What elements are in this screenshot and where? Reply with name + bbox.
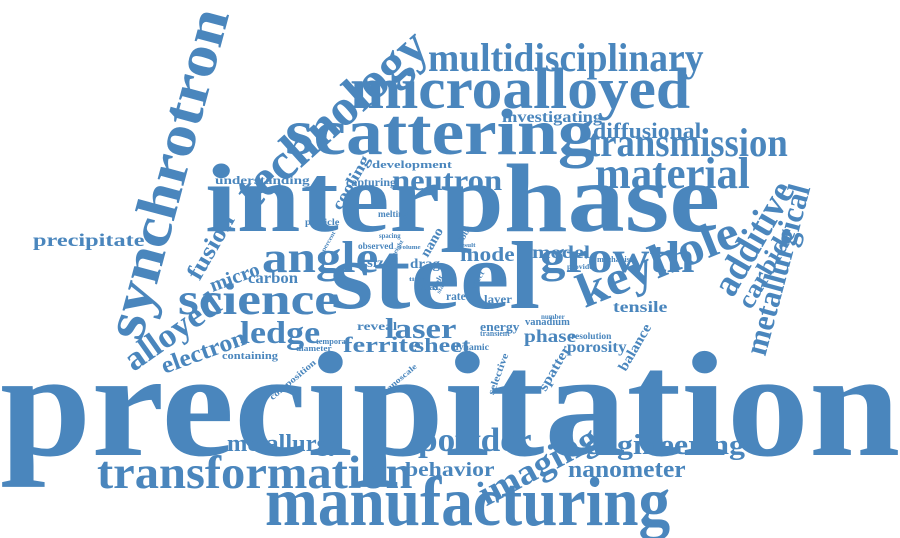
- word-manufacturing: manufacturing: [265, 464, 671, 538]
- word-reveal: reveal: [357, 319, 398, 333]
- word-growth: growth: [540, 233, 695, 282]
- word-diameter: diameter: [296, 344, 332, 353]
- word-phase: phase: [524, 326, 577, 346]
- word-investigating: investigating: [502, 109, 603, 126]
- word-laser: laser: [385, 314, 457, 345]
- word-drag: drag: [410, 257, 440, 272]
- word-material: material: [595, 149, 750, 198]
- word-metallurgy: metallurgy: [227, 431, 342, 457]
- word-mechanism: mechanism: [597, 255, 637, 264]
- word-number: number: [541, 313, 565, 321]
- word-dynamic: dynamic: [453, 342, 490, 352]
- word-science: science: [178, 275, 338, 324]
- word-model: model: [532, 242, 590, 262]
- word-carbon: carbon: [248, 270, 299, 287]
- word-energy: energy: [480, 319, 520, 334]
- word-containing: containing: [222, 351, 278, 362]
- word-layer: layer: [484, 292, 513, 306]
- word-capturing: capturing: [346, 175, 397, 189]
- word-interphase: interphase: [205, 145, 721, 253]
- word-scattering: scattering: [285, 96, 595, 169]
- word-provide: provide: [567, 263, 593, 271]
- word-multidisciplinary: multidisciplinary: [428, 35, 704, 80]
- word-tensile: tensile: [613, 299, 668, 316]
- word-transient: transient: [480, 329, 510, 338]
- word-engineering: engineering: [585, 430, 746, 461]
- word-neutron: neutron: [392, 164, 503, 197]
- word-observed: observed: [358, 241, 394, 251]
- word-melting: melting: [378, 209, 408, 219]
- word-transmission: transmission: [588, 120, 788, 165]
- word-diffusional: diffusional: [593, 118, 702, 143]
- word-rate: rate: [446, 289, 466, 303]
- word-particle: particle: [305, 217, 340, 227]
- word-result: result: [458, 243, 476, 249]
- word-microalloyed: microalloyed: [350, 56, 691, 121]
- word-nanometer: nanometer: [568, 457, 686, 483]
- word-behavior: behavior: [405, 459, 495, 481]
- word-mode: mode: [460, 244, 515, 266]
- word-time: time: [409, 277, 426, 283]
- word-spacing: spacing: [379, 232, 401, 240]
- word-ledge: ledge: [240, 314, 321, 350]
- word-ferrite: ferrite: [343, 332, 421, 357]
- word-precipitate: precipitate: [33, 230, 145, 250]
- word-angle: angle: [262, 233, 379, 282]
- word-vanadium: vanadium: [525, 317, 570, 328]
- word-temporal: temporal: [316, 337, 349, 346]
- word-precipitation-large: precipitation: [0, 322, 900, 488]
- word-powder: powder: [418, 422, 532, 459]
- word-understanding: understanding: [215, 173, 310, 187]
- word-steel: steel: [330, 222, 541, 329]
- word-resolution: resolution: [571, 331, 612, 341]
- word-porosity: porosity: [567, 339, 627, 356]
- word-volume: volume: [399, 245, 421, 251]
- word-sized: sized: [367, 256, 399, 271]
- word-transformation: transformation: [97, 447, 413, 499]
- word-dual: dual: [415, 279, 439, 293]
- word-sheet: sheet: [414, 335, 471, 357]
- word-development: development: [372, 159, 452, 171]
